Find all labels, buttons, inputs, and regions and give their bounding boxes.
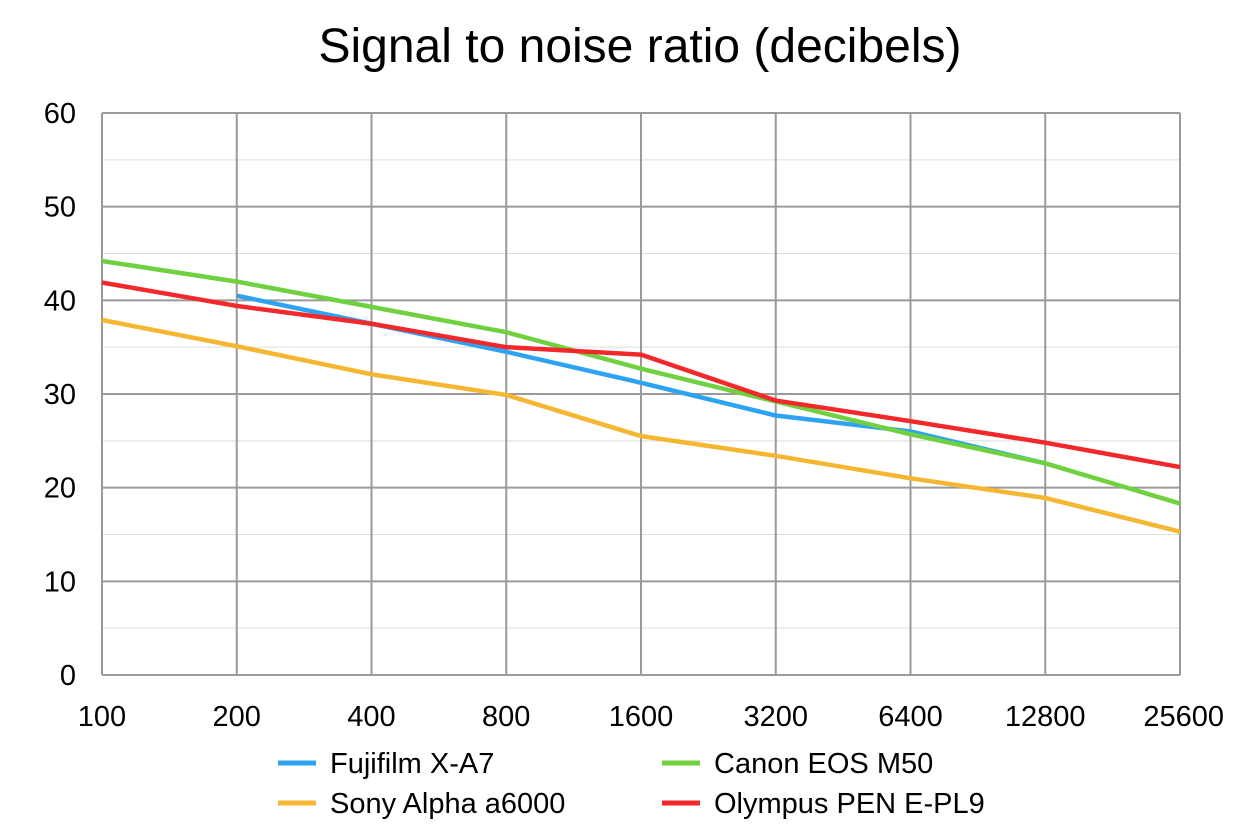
grid	[101, 112, 1181, 676]
legend-label: Canon EOS M50	[714, 748, 933, 780]
x-tick-label: 1600	[609, 701, 674, 733]
legend-label: Sony Alpha a6000	[330, 788, 565, 820]
y-tick-label: 20	[44, 473, 76, 505]
chart-title: Signal to noise ratio (decibels)	[318, 20, 961, 73]
legend-label: Fujifilm X-A7	[330, 748, 494, 780]
x-tick-label: 800	[482, 701, 530, 733]
x-tick-label: 6400	[878, 701, 943, 733]
y-axis-ticks: 0 10 20 30 40 50 60	[44, 98, 76, 692]
y-tick-label: 60	[44, 98, 76, 130]
y-tick-label: 30	[44, 379, 76, 411]
series-line	[101, 258, 1181, 506]
x-tick-label: 12800	[1005, 701, 1086, 733]
series-lines	[101, 258, 1181, 534]
x-tick-label: 3200	[743, 701, 808, 733]
x-axis-ticks: 100 200 400 800 1600 3200 6400 12800 25600	[78, 701, 1224, 733]
y-tick-label: 0	[60, 660, 76, 692]
legend: Fujifilm X-A7 Canon EOS M50 Sony Alpha a60…	[278, 748, 985, 820]
x-tick-label: 25600	[1143, 701, 1224, 733]
x-tick-label: 200	[213, 701, 261, 733]
legend-label: Olympus PEN E-PL9	[714, 788, 985, 820]
x-tick-label: 100	[78, 701, 126, 733]
y-tick-label: 50	[44, 192, 76, 224]
series-line	[101, 280, 1181, 470]
y-tick-label: 40	[44, 285, 76, 317]
x-tick-label: 400	[347, 701, 395, 733]
series-line	[101, 317, 1181, 534]
y-tick-label: 10	[44, 566, 76, 598]
